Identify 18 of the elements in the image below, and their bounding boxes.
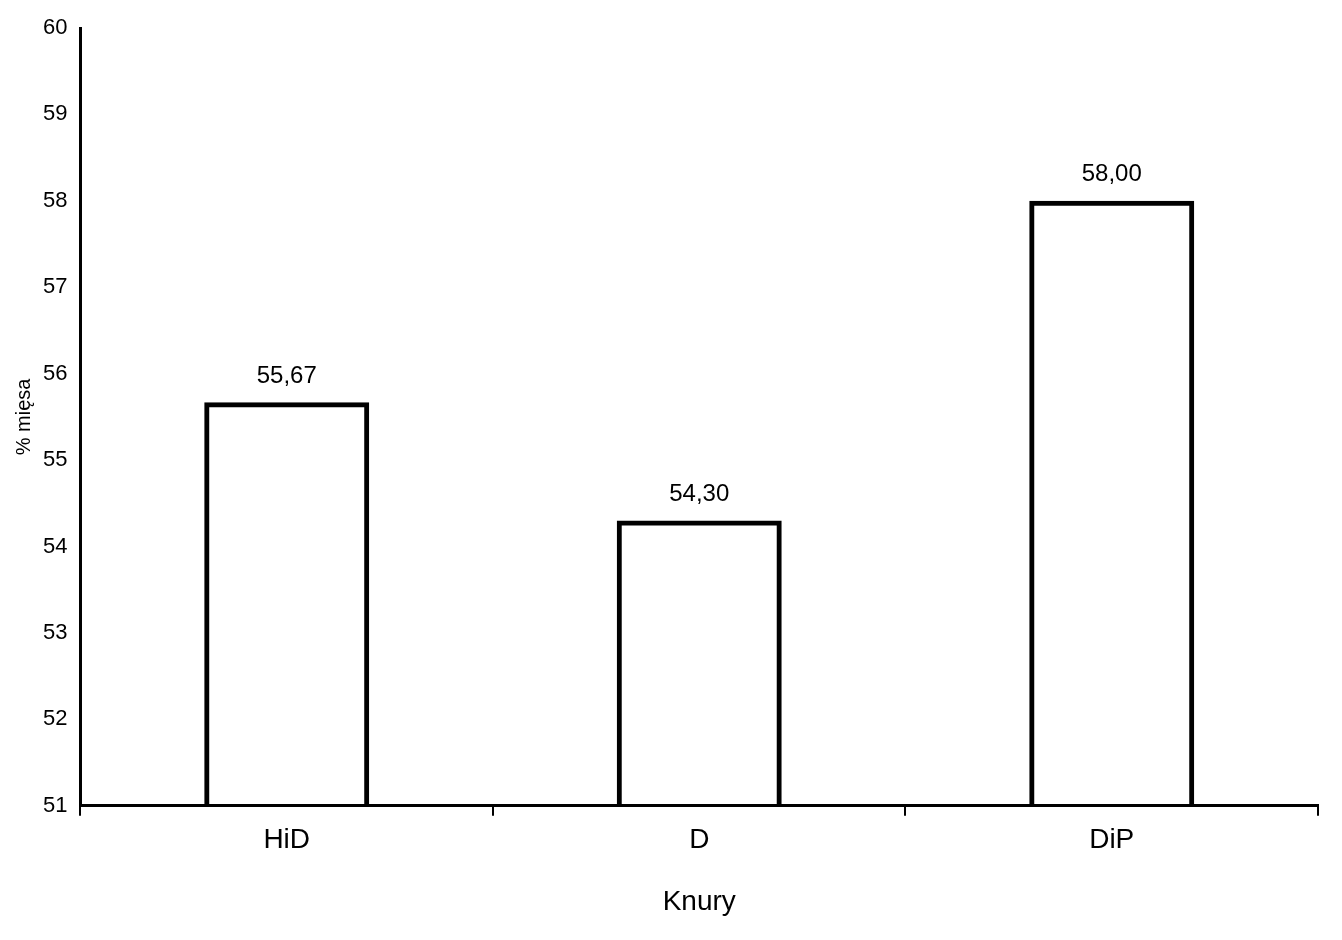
y-tick-label: 54: [42, 532, 68, 558]
y-tick-label: 58: [42, 186, 68, 212]
y-tick-label: 59: [42, 100, 68, 126]
y-axis-title: % mięsa: [11, 377, 34, 456]
y-tick-label: 53: [42, 619, 68, 645]
y-tick-label: 57: [42, 273, 68, 299]
x-tick-label: D: [689, 823, 710, 855]
y-tick-label: 51: [42, 791, 68, 817]
data-label: 58,00: [1081, 159, 1142, 187]
y-tick-label: 60: [42, 14, 68, 40]
data-label: 55,67: [256, 360, 317, 388]
y-tick-label: 56: [42, 359, 68, 385]
y-tick-label: 55: [42, 446, 68, 472]
x-tick-label: HiD: [263, 823, 311, 855]
data-label: 54,30: [669, 479, 730, 507]
y-tick-label: 52: [42, 705, 68, 731]
x-tick-label: DiP: [1089, 823, 1135, 855]
x-axis-title: Knury: [662, 884, 736, 916]
